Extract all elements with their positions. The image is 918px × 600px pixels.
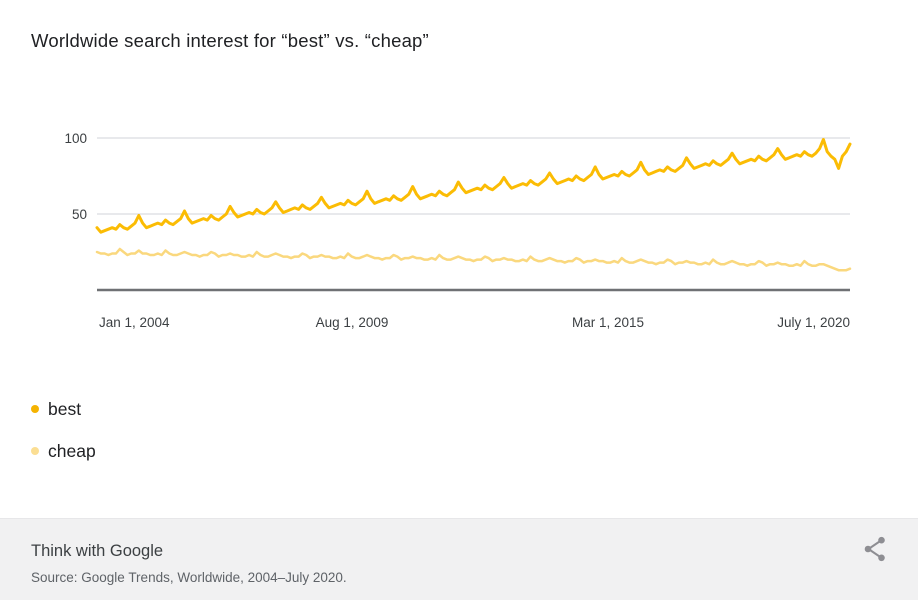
y-tick-label-50: 50 bbox=[72, 207, 87, 222]
series-line-best bbox=[95, 138, 852, 234]
legend-item-cheap: cheap bbox=[31, 440, 96, 462]
best-series-dot-icon bbox=[31, 405, 39, 413]
legend: best cheap bbox=[31, 398, 96, 482]
page-title: Worldwide search interest for “best” vs.… bbox=[31, 30, 429, 51]
x-tick-label-2015: Mar 1, 2015 bbox=[572, 315, 644, 330]
share-icon bbox=[864, 536, 885, 562]
series-line-cheap bbox=[95, 247, 852, 272]
y-tick-label-100: 100 bbox=[64, 131, 87, 146]
legend-label-best: best bbox=[48, 399, 82, 419]
cheap-series-dot-icon bbox=[31, 447, 39, 455]
trend-line-chart: 100 50 Jan 1, 2004 Aug 1, 2009 Mar 1, 20… bbox=[64, 131, 852, 330]
chart-area: 100 50 Jan 1, 2004 Aug 1, 2009 Mar 1, 20… bbox=[0, 100, 918, 340]
legend-item-best: best bbox=[31, 398, 96, 420]
footer: Think with Google Source: Google Trends,… bbox=[0, 518, 918, 600]
legend-label-cheap: cheap bbox=[48, 441, 96, 461]
x-tick-label-2020: July 1, 2020 bbox=[777, 315, 850, 330]
x-tick-label-2004: Jan 1, 2004 bbox=[99, 315, 170, 330]
source-attribution: Source: Google Trends, Worldwide, 2004–J… bbox=[31, 570, 347, 585]
x-tick-label-2009: Aug 1, 2009 bbox=[316, 315, 389, 330]
brand-title: Think with Google bbox=[31, 542, 164, 560]
series-lines bbox=[95, 138, 852, 272]
share-button[interactable] bbox=[860, 532, 890, 566]
